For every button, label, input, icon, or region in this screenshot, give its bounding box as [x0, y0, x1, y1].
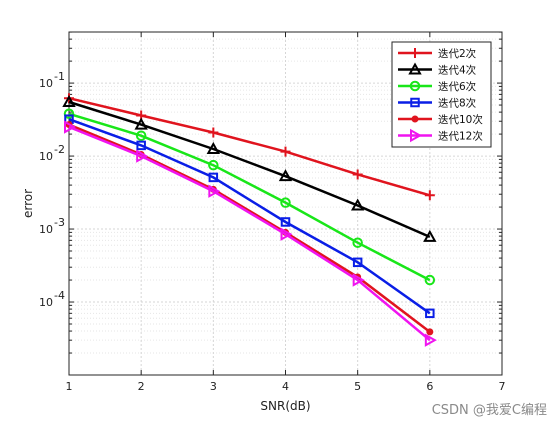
legend-item: 迭代10次 [398, 113, 483, 126]
legend-item: 迭代2次 [398, 47, 477, 60]
x-tick-label: 7 [499, 380, 506, 393]
data-point [278, 169, 293, 182]
data-point [352, 273, 365, 287]
series-迭代10次 [65, 121, 434, 336]
y-tick-exponent: -4 [54, 289, 65, 302]
data-point [352, 237, 363, 248]
x-tick-label: 6 [426, 380, 433, 393]
data-point [424, 274, 436, 286]
series-迭代12次 [64, 120, 437, 347]
y-tick-exponent: -1 [54, 70, 65, 83]
y-tick-exponent: -3 [54, 216, 65, 229]
data-point [409, 80, 421, 92]
x-axis-label: SNR(dB) [260, 399, 310, 413]
series-line [68, 118, 431, 315]
x-tick-label: 1 [66, 380, 73, 393]
data-point [410, 97, 420, 108]
data-point [410, 48, 420, 58]
y-tick-label: 10 [39, 77, 53, 90]
data-point [208, 159, 219, 171]
legend-box [391, 41, 492, 148]
data-point [208, 172, 219, 183]
data-point [135, 130, 147, 141]
legend-item: 迭代12次 [398, 128, 483, 143]
y-tick-label: 10 [39, 223, 53, 236]
data-point [62, 94, 76, 108]
data-point [134, 117, 148, 130]
y-tick-exponent: -2 [54, 143, 65, 156]
series [62, 93, 437, 347]
watermark: CSDN @我爱C编程 [431, 403, 547, 418]
legend-label: 迭代12次 [438, 130, 483, 143]
data-point [408, 62, 422, 75]
data-point [424, 333, 437, 347]
series-line [68, 125, 431, 342]
data-point [280, 217, 291, 227]
y-axis-label: error [21, 189, 35, 218]
y-tick-label: 10 [39, 296, 53, 309]
data-point [352, 169, 363, 180]
data-point [136, 140, 146, 151]
data-point [63, 108, 75, 120]
legend-label: 迭代10次 [438, 113, 483, 126]
series-迭代4次 [62, 94, 437, 242]
legend-label: 迭代8次 [438, 97, 477, 110]
data-point [64, 120, 77, 134]
x-tick-label: 3 [210, 380, 217, 393]
y-tick-label: 10 [39, 150, 53, 163]
series-line [68, 123, 431, 333]
data-point [425, 308, 435, 319]
data-point [350, 198, 365, 211]
x-tick-label: 5 [354, 380, 361, 393]
series-line [68, 96, 431, 197]
data-point [280, 146, 291, 157]
legend-item: 迭代6次 [398, 80, 477, 93]
series-line [68, 100, 431, 239]
data-point [206, 141, 221, 154]
data-point [280, 227, 293, 241]
series-迭代6次 [63, 108, 436, 286]
data-point [208, 127, 219, 138]
legend-item: 迭代8次 [398, 97, 477, 110]
data-point [424, 190, 435, 201]
data-point [280, 197, 291, 208]
data-point [208, 184, 221, 198]
data-point [410, 128, 423, 143]
legend-label: 迭代4次 [438, 64, 477, 77]
data-point [423, 229, 437, 242]
legend-item: 迭代4次 [398, 62, 477, 77]
data-point [136, 149, 149, 163]
legend-label: 迭代6次 [438, 80, 477, 93]
ticks: 1 2 3 4 5 6 710-110-210-310-4 [39, 31, 506, 393]
data-point [426, 328, 434, 336]
x-tick-label: 2 [138, 380, 145, 393]
legend-label: 迭代2次 [438, 47, 477, 60]
series-line [68, 112, 431, 282]
x-tick-label: 4 [282, 380, 289, 393]
data-point [411, 115, 419, 123]
data-point [352, 257, 363, 268]
